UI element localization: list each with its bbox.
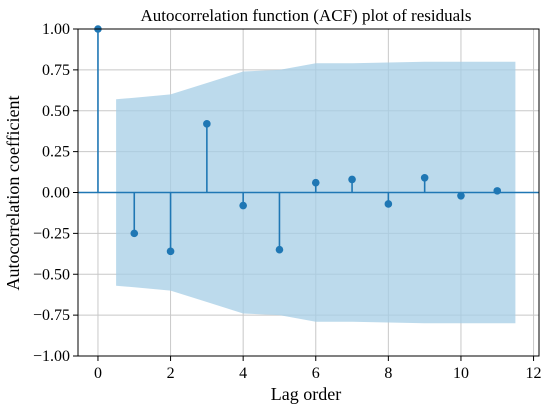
- y-tick-label: −0.75: [33, 307, 70, 324]
- x-tick-label: 0: [94, 365, 102, 382]
- y-tick-label: −0.50: [33, 266, 70, 283]
- acf-point: [239, 201, 247, 210]
- chart-title: Autocorrelation function (ACF) plot of r…: [141, 6, 472, 25]
- y-tick-label: −1.00: [33, 348, 70, 365]
- acf-point: [311, 178, 320, 187]
- y-tick-label: 0.25: [42, 144, 70, 161]
- stem-layer: [94, 25, 502, 256]
- y-tick-label: 0.75: [42, 62, 70, 79]
- acf-point: [420, 173, 429, 182]
- y-tick-label: 0.50: [42, 103, 70, 120]
- acf-point: [203, 120, 211, 128]
- acf-point: [348, 175, 356, 184]
- x-axis-label: Lag order: [271, 384, 341, 404]
- acf-point: [275, 245, 284, 254]
- y-tick-label: 0.00: [42, 185, 70, 202]
- y-tick-label: 1.00: [42, 21, 70, 38]
- acf-point: [384, 200, 393, 208]
- acf-point: [166, 247, 175, 256]
- y-axis-label: Autocorrelation coefficient: [3, 95, 23, 290]
- acf-point: [457, 191, 465, 200]
- acf-point: [130, 229, 139, 238]
- y-tick-labels: −1.00 −0.75 −0.50 −0.25 0.00 0.25 0.50 0.75 1.00: [33, 21, 78, 365]
- x-tick-label: 6: [312, 365, 320, 382]
- y-tick-label: −0.25: [33, 225, 70, 242]
- x-tick-labels: 0 2 4 6 8 10 12: [94, 356, 542, 382]
- x-tick-label: 12: [526, 365, 542, 382]
- x-tick-label: 4: [239, 365, 247, 382]
- acf-point: [493, 187, 502, 195]
- x-tick-label: 8: [384, 365, 392, 382]
- x-tick-label: 2: [167, 365, 175, 382]
- x-tick-label: 10: [453, 365, 469, 382]
